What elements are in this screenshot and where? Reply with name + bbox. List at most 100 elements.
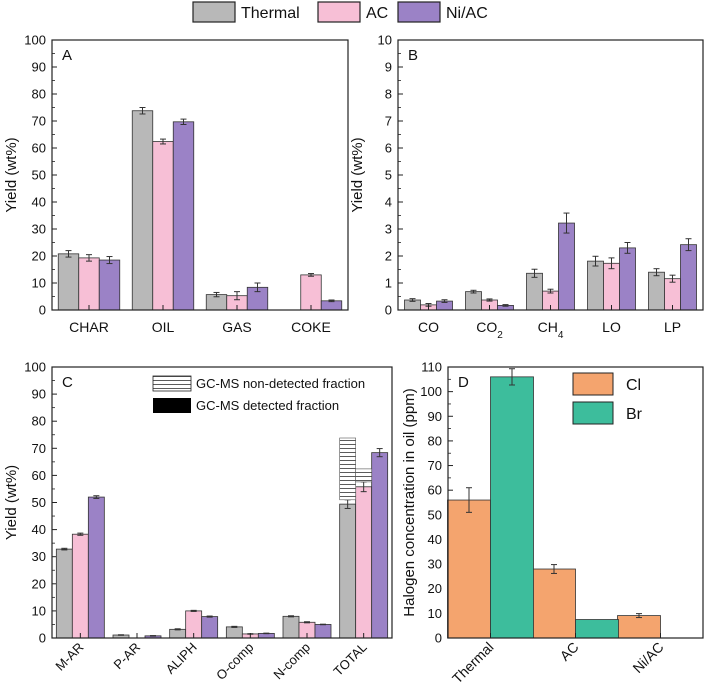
- legend-label-thermal: Thermal: [241, 5, 300, 22]
- y-tick-label: 70: [428, 458, 442, 473]
- legend-label-detected: GC-MS detected fraction: [196, 398, 339, 413]
- bar-c-total-thermal: [339, 503, 357, 639]
- panel-label: A: [62, 47, 72, 64]
- bar-d-thermal-br: [490, 376, 534, 639]
- panel-d-legend: Cl Br: [572, 372, 643, 425]
- bar-a-coke-ac: [300, 274, 322, 311]
- x-tick-label: P-AR: [111, 640, 144, 673]
- bar-b-lo-thermal: [587, 260, 604, 311]
- y-tick-label: 70: [32, 114, 46, 129]
- panel-label: C: [62, 374, 73, 391]
- bar-b-ch4-thermal: [526, 272, 543, 311]
- y-tick-label: 20: [32, 576, 46, 591]
- main-legend: Thermal AC Ni/AC: [192, 1, 488, 23]
- bar-d-ac-br: [575, 619, 619, 639]
- y-tick-label: 60: [428, 483, 442, 498]
- x-tick-label: TOTAL: [330, 640, 369, 679]
- bar-c-total-non-detected-thermal: [339, 437, 356, 501]
- y-tick-label: 100: [24, 360, 46, 375]
- x-tick-label: Thermal: [449, 639, 497, 687]
- x-tick-label: CHAR: [69, 319, 109, 335]
- y-tick-label: 1: [385, 276, 392, 291]
- x-tick-label: Ni/AC: [629, 639, 666, 676]
- bar-b-lo-ac: [603, 262, 620, 311]
- y-tick-label: 3: [385, 222, 392, 237]
- plot-frame: [397, 39, 704, 311]
- bar-d-thermal-cl: [447, 499, 491, 639]
- legend-swatch-cl: [572, 372, 614, 396]
- y-tick-label: 50: [32, 168, 46, 183]
- legend-swatch-non-detected: [152, 375, 192, 392]
- bar-c-aliph-thermal: [169, 628, 187, 639]
- y-axis-label: Yield (wt%): [349, 137, 366, 212]
- y-tick-label: 10: [32, 276, 46, 291]
- panel-label: B: [408, 47, 418, 64]
- y-tick-label: 6: [385, 141, 392, 156]
- y-tick-label: 60: [32, 468, 46, 483]
- x-tick-label: ALIPH: [163, 640, 200, 677]
- y-tick-label: 30: [428, 557, 442, 572]
- legend-swatch-br: [572, 401, 614, 425]
- panel-c-legend: GC-MS non-detected fraction GC-MS detect…: [152, 375, 365, 413]
- legend-swatch-ac: [317, 1, 361, 23]
- y-tick-label: 50: [428, 507, 442, 522]
- bar-c-n-comp-thermal: [282, 615, 300, 639]
- x-tick-label: OIL: [152, 319, 175, 335]
- bar-c-m-ar-ac: [71, 533, 89, 639]
- y-tick-label: 80: [428, 433, 442, 448]
- y-tick-label: 80: [32, 87, 46, 102]
- bar-c-total-ni-ac: [371, 452, 389, 639]
- legend-label-cl: Cl: [626, 377, 641, 394]
- bar-b-co2-thermal: [465, 291, 482, 311]
- y-tick-label: 9: [385, 60, 392, 75]
- y-tick-label: 90: [32, 60, 46, 75]
- y-tick-label: 2: [385, 249, 392, 264]
- legend-label-ac: AC: [366, 5, 388, 22]
- bar-c-m-ar-ni-ac: [87, 496, 105, 639]
- x-tick-label: LP: [664, 319, 681, 335]
- y-tick-label: 20: [428, 581, 442, 596]
- bar-d-ac-cl: [532, 568, 576, 639]
- y-tick-label: 30: [32, 222, 46, 237]
- y-tick-label: 40: [428, 532, 442, 547]
- y-tick-label: 20: [32, 249, 46, 264]
- y-axis-label: Yield (wt%): [3, 465, 20, 540]
- panel-label: D: [458, 374, 469, 391]
- bar-a-char-ni-ac: [98, 259, 121, 311]
- bar-c-total-non-detected-ac: [355, 468, 372, 483]
- bar-b-lo-ni-ac: [619, 247, 636, 311]
- bar-b-ch4-ni-ac: [558, 222, 575, 311]
- y-tick-label: 100: [420, 384, 442, 399]
- x-tick-label: CH4: [538, 319, 564, 341]
- legend-label-br: Br: [626, 406, 643, 423]
- y-tick-label: 4: [385, 195, 392, 210]
- plot-frame: [51, 39, 349, 311]
- bar-c-total-ac: [355, 486, 373, 639]
- x-tick-label: O-comp: [213, 640, 256, 683]
- bar-c-aliph-ni-ac: [201, 616, 219, 639]
- y-tick-label: 10: [32, 603, 46, 618]
- y-tick-label: 100: [24, 33, 46, 48]
- y-tick-label: 40: [32, 522, 46, 537]
- x-tick-label: LO: [602, 319, 621, 335]
- y-tick-label: 0: [435, 631, 442, 646]
- x-tick-label: GAS: [222, 319, 252, 335]
- bar-b-lp-thermal: [648, 271, 665, 311]
- bar-c-n-comp-ni-ac: [314, 624, 332, 639]
- bar-a-oil-ac: [152, 141, 174, 311]
- y-tick-label: 0: [39, 303, 46, 318]
- bar-a-oil-ni-ac: [172, 121, 195, 311]
- bar-a-coke-ni-ac: [320, 300, 343, 311]
- y-axis-label: Halogen concentration in oil (ppm): [401, 388, 418, 616]
- x-tick-label: N-comp: [270, 640, 313, 683]
- y-tick-label: 110: [421, 360, 442, 375]
- y-axis-label: Yield (wt%): [3, 137, 20, 212]
- panel-b: 0 1 2 3 4 5 6 7 8 9 10 CO CO2 CH4 LO LP B Yield (wt%): [349, 33, 704, 341]
- y-tick-label: 0: [385, 303, 392, 318]
- y-tick-label: 90: [428, 409, 442, 424]
- y-tick-label: 10: [428, 606, 442, 621]
- bar-b-lp-ni-ac: [680, 244, 697, 311]
- y-tick-label: 0: [39, 631, 46, 646]
- y-tick-label: 8: [385, 87, 392, 102]
- legend-label-niac: Ni/AC: [446, 5, 488, 22]
